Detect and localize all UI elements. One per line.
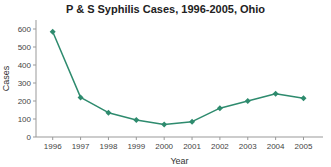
chart: P & S Syphilis Cases, 1996-2005, Ohio 199… — [0, 0, 331, 167]
y-tick — [33, 65, 36, 66]
plot-area — [50, 29, 307, 128]
x-tick — [80, 137, 81, 140]
x-tick — [136, 137, 137, 140]
x-tick-label: 1997 — [72, 142, 90, 151]
chart-container: P & S Syphilis Cases, 1996-2005, Ohio 199… — [0, 0, 331, 167]
marker — [245, 98, 251, 104]
y-tick-label: 600 — [18, 25, 32, 34]
y-tick — [33, 47, 36, 48]
x-tick-label: 1996 — [44, 142, 62, 151]
marker — [133, 117, 139, 123]
x-axis-line — [36, 137, 323, 138]
y-tick — [33, 83, 36, 84]
marker — [300, 95, 306, 101]
x-tick-label: 2004 — [267, 142, 285, 151]
x-tick — [108, 137, 109, 140]
x-tick-label: 2000 — [155, 142, 173, 151]
x-tick — [303, 137, 304, 140]
marker — [50, 29, 56, 35]
marker — [78, 94, 84, 100]
x-tick — [247, 137, 248, 140]
y-tick-label: 200 — [18, 97, 32, 106]
x-tick — [164, 137, 165, 140]
y-tick — [33, 29, 36, 30]
x-tick-label: 2005 — [295, 142, 313, 151]
line — [53, 32, 304, 125]
marker — [189, 119, 195, 125]
marker — [273, 91, 279, 97]
x-tick-label: 1999 — [127, 142, 145, 151]
x-tick-label: 2003 — [239, 142, 257, 151]
x-tick — [275, 137, 276, 140]
y-tick-label: 400 — [18, 61, 32, 70]
y-tick-label: 100 — [18, 115, 32, 124]
x-tick — [52, 137, 53, 140]
x-tick — [219, 137, 220, 140]
marker — [161, 121, 167, 127]
y-tick-label: 0 — [27, 133, 32, 142]
title: P & S Syphilis Cases, 1996-2005, Ohio — [66, 3, 265, 15]
x-tick-label: 2001 — [183, 142, 201, 151]
y-tick — [33, 101, 36, 102]
x-axis-label: Year — [170, 156, 188, 166]
y-tick-label: 500 — [18, 43, 32, 52]
y-tick-label: 300 — [18, 79, 32, 88]
x-tick — [192, 137, 193, 140]
x-tick-label: 2002 — [211, 142, 229, 151]
marker — [217, 105, 223, 111]
x-tick-label: 1998 — [100, 142, 118, 151]
y-axis-label: Cases — [1, 65, 11, 91]
marker — [105, 110, 111, 116]
y-tick — [33, 119, 36, 120]
y-tick — [33, 137, 36, 138]
axes: 1996199719981999200020012002200320042005… — [18, 20, 323, 151]
